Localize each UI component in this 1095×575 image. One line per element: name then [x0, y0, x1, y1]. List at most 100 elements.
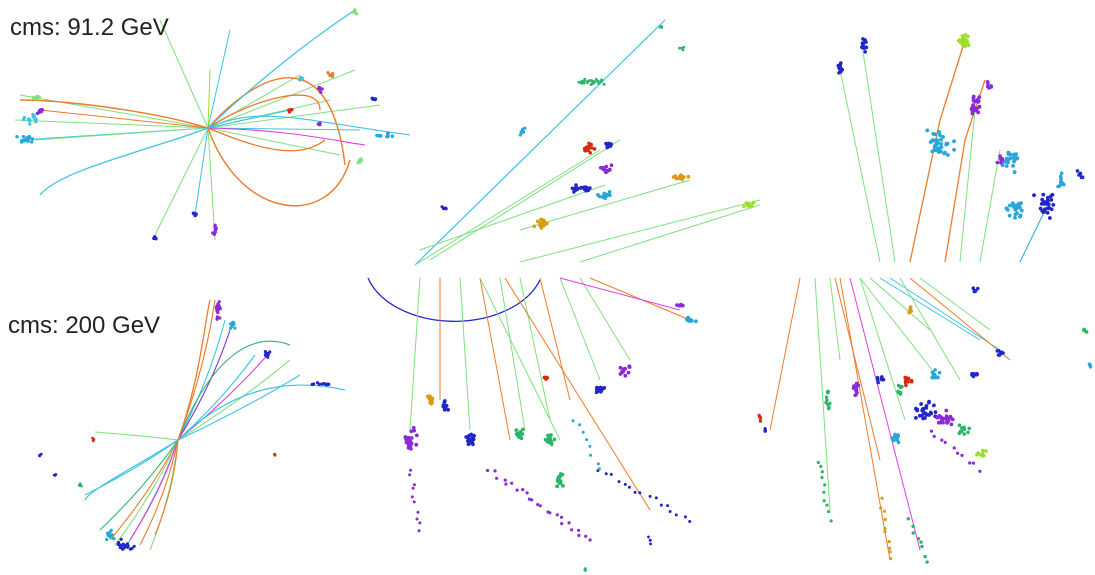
track-line	[154, 127, 209, 236]
calorimeter-hit	[948, 414, 953, 419]
calorimeter-hit	[935, 415, 940, 420]
calorimeter-hit	[444, 207, 448, 211]
calorimeter-hit	[933, 374, 937, 378]
calorimeter-hit	[583, 148, 587, 153]
calorimeter-hit	[317, 86, 322, 90]
hit-trail	[525, 491, 529, 495]
calorimeter-hit	[827, 405, 831, 409]
calorimeter-hit	[549, 442, 554, 447]
hit-trail	[548, 511, 552, 515]
calorimeter-hit	[580, 81, 583, 85]
hit-trail	[503, 478, 507, 482]
hit-trail	[589, 453, 592, 457]
calorimeter-hit	[914, 416, 918, 420]
hit-trail	[659, 503, 663, 507]
hit-trail	[560, 522, 564, 526]
calorimeter-hit	[230, 322, 234, 327]
calorimeter-hit	[999, 350, 1004, 355]
track-line	[869, 277, 931, 331]
calorimeter-hit	[218, 316, 222, 320]
track-line	[834, 277, 881, 461]
track-line	[579, 277, 631, 361]
calorimeter-hit	[130, 546, 134, 551]
track-line	[519, 179, 691, 231]
track-line	[39, 109, 209, 129]
curved-track	[19, 99, 209, 129]
track-line	[499, 277, 526, 431]
calorimeter-hit	[405, 440, 410, 445]
calorimeter-hit	[556, 479, 560, 484]
track-line	[814, 277, 831, 511]
calorimeter-hit	[326, 71, 330, 75]
calorimeter-hit	[962, 432, 966, 436]
calorimeter-hit	[599, 80, 603, 83]
track-line	[409, 277, 421, 431]
hit-trail	[581, 430, 585, 434]
hit-trail	[925, 560, 929, 564]
calorimeter-hit	[354, 12, 359, 16]
curved-track	[177, 329, 231, 441]
calorimeter-hit	[985, 80, 990, 84]
track-line	[519, 277, 551, 421]
calorimeter-hit	[1040, 197, 1045, 202]
calorimeter-hit	[21, 135, 26, 139]
calorimeter-hit	[557, 476, 561, 480]
calorimeter-hit	[602, 82, 606, 86]
calorimeter-hit	[539, 217, 543, 222]
hit-trail	[911, 531, 915, 535]
hit-trail	[604, 472, 608, 476]
calorimeter-hit	[38, 454, 41, 458]
calorimeter-hit	[904, 383, 908, 388]
hit-trail	[820, 470, 824, 474]
track-line	[909, 277, 1011, 361]
calorimeter-hit	[864, 40, 868, 44]
hit-trail	[510, 481, 514, 485]
calorimeter-hit	[861, 37, 865, 41]
calorimeter-hit	[1012, 159, 1016, 164]
calorimeter-hit	[1010, 201, 1015, 206]
calorimeter-hit	[973, 289, 978, 293]
calorimeter-hit	[578, 186, 583, 190]
calorimeter-hit	[520, 130, 524, 134]
track-line	[959, 109, 976, 263]
calorimeter-hit	[310, 382, 314, 387]
calorimeter-hit	[466, 442, 471, 447]
calorimeter-hit	[264, 353, 268, 357]
calorimeter-hit	[824, 395, 829, 399]
hit-trail	[888, 546, 892, 550]
calorimeter-hit	[602, 191, 607, 196]
track-line	[919, 277, 991, 331]
calorimeter-hit	[19, 140, 24, 144]
calorimeter-hit	[977, 104, 982, 109]
hit-trail	[883, 517, 887, 522]
hit-trail	[570, 528, 574, 532]
calorimeter-hit	[997, 353, 1002, 357]
calorimeter-hit	[213, 223, 217, 227]
calorimeter-hit	[33, 117, 37, 122]
calorimeter-hit	[78, 482, 82, 486]
calorimeter-hit	[970, 111, 975, 116]
curved-track	[94, 431, 179, 441]
calorimeter-hit	[853, 393, 857, 398]
calorimeter-hit	[414, 433, 419, 438]
track-line	[207, 127, 216, 241]
hit-trail	[418, 521, 422, 525]
calorimeter-hit	[290, 108, 294, 112]
calorimeter-hit	[618, 372, 623, 376]
calorimeter-hit	[938, 133, 942, 138]
track-line	[194, 127, 209, 216]
calorimeter-hit	[1016, 202, 1021, 206]
calorimeter-hit	[996, 349, 1001, 353]
calorimeter-hit	[112, 536, 116, 540]
calorimeter-hit	[22, 115, 27, 120]
calorimeter-hit	[1013, 212, 1018, 217]
curved-track	[207, 127, 326, 152]
hit-trail	[515, 488, 519, 492]
zoom-view-91gev-b	[836, 33, 1085, 263]
calorimeter-hit	[390, 134, 394, 138]
track-line	[899, 277, 961, 381]
calorimeter-hit	[411, 425, 416, 430]
hit-trail	[577, 528, 581, 532]
calorimeter-hit	[677, 176, 682, 181]
calorimeter-hit	[966, 430, 970, 435]
